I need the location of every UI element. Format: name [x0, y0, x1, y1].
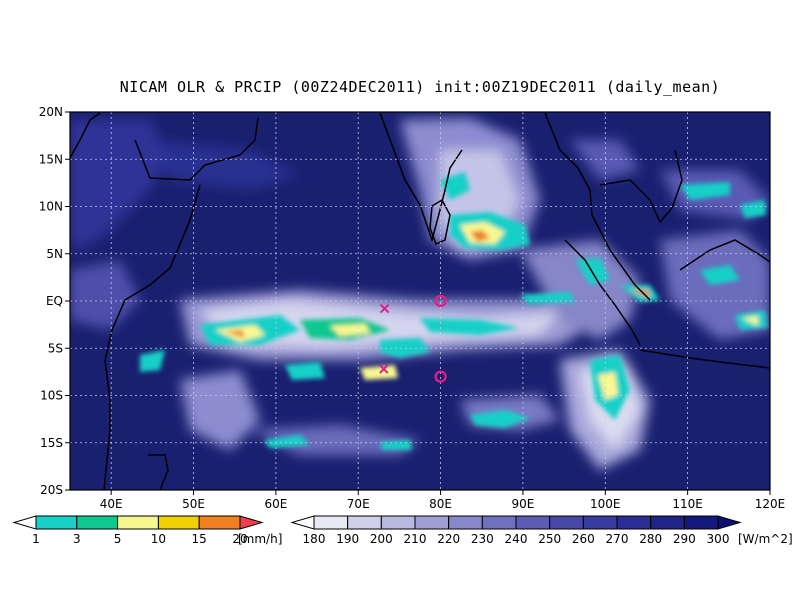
precip-colorbar: 1 3 5 10 15 20[mm/h] [12, 515, 282, 546]
markers [379, 294, 447, 383]
colorbar-label: 20 [232, 532, 247, 546]
coastline-borneo [679, 239, 770, 271]
lat-label: 15N [39, 152, 63, 166]
coastline-india [379, 112, 463, 243]
colorbar-label: 230 [471, 532, 494, 546]
colorbar-label: 240 [505, 532, 528, 546]
lon-label: 40E [100, 497, 123, 511]
circle-marker [434, 370, 447, 383]
coastline-east-africa [103, 184, 201, 490]
lon-label: 70E [347, 497, 370, 511]
lat-label: 10S [40, 389, 63, 403]
colorbar-swatch [414, 515, 450, 530]
coastline-sumatra [564, 239, 641, 346]
lat-label: EQ [46, 294, 63, 308]
colorbar-swatch [448, 515, 483, 530]
x-marker [379, 364, 389, 374]
lat-label: 20S [40, 483, 63, 497]
coastline-madagascar [148, 454, 169, 490]
colorbar-swatch [380, 515, 416, 530]
colorbar-unit: [W/m^2] [738, 532, 793, 546]
colorbar-label: 190 [336, 532, 359, 546]
coastline-oman [134, 117, 259, 181]
coastlines [70, 112, 770, 490]
olr-colorbar: 180 190 200 210 220 230 240 250 260 270 280 290 300 [… [290, 515, 793, 546]
colorbar-label: 1 [32, 532, 40, 546]
colorbar-end-high [239, 515, 264, 530]
lon-label: 120E [755, 497, 786, 511]
lon-axis: 40E 50E 60E 70E 80E 90E 100E 110E 120E [100, 490, 786, 511]
colorbar-end-low [290, 515, 315, 530]
precip-field [140, 172, 768, 450]
colorbar-label: 250 [538, 532, 561, 546]
colorbar-swatch [157, 515, 200, 530]
colorbar-label: 270 [606, 532, 629, 546]
colorbar-label: 210 [404, 532, 427, 546]
coastline-indochina [599, 149, 683, 224]
lat-axis: 20N 15N 10N 5N EQ 5S 10S 15S 20S [39, 105, 70, 497]
colorbar-swatch [683, 515, 719, 530]
colorbar-label: 290 [673, 532, 696, 546]
lon-label: 110E [672, 497, 703, 511]
colorbar-label: 15 [192, 532, 207, 546]
colorbar-label: 220 [437, 532, 460, 546]
colorbar-swatch [650, 515, 685, 530]
colorbar-swatch [313, 515, 349, 530]
lat-label: 5S [48, 341, 63, 355]
colorbar-label: 5 [114, 532, 122, 546]
colorbar-unit: [mm/h] [238, 532, 282, 546]
lon-label: 90E [512, 497, 535, 511]
colorbar-label: 200 [370, 532, 393, 546]
lat-label: 20N [39, 105, 63, 119]
coastline-myanmar-malay [544, 112, 651, 301]
lat-label: 5N [46, 247, 63, 261]
colorbar-swatch [198, 515, 241, 530]
coastline-java [639, 349, 770, 369]
coastline-arabia [70, 112, 101, 159]
colorbar-swatch [549, 515, 584, 530]
colorbar-swatch [582, 515, 618, 530]
lon-label: 60E [264, 497, 287, 511]
circle-marker [434, 294, 447, 308]
gridlines [70, 112, 770, 490]
colorbar-label: 180 [303, 532, 326, 546]
colorbar-end-high [717, 515, 742, 530]
colorbar-swatch [117, 515, 159, 530]
x-marker [379, 303, 390, 314]
lon-label: 100E [590, 497, 621, 511]
colorbar-swatch [616, 515, 652, 530]
colorbar-end-low [12, 515, 37, 530]
lat-label: 10N [39, 200, 63, 214]
coastline-sri-lanka [429, 198, 451, 246]
lon-label: 50E [182, 497, 205, 511]
colorbar-label: 300 [707, 532, 730, 546]
colorbar-swatch [481, 515, 517, 530]
colorbar-label: 280 [639, 532, 662, 546]
map-panel [70, 112, 770, 490]
colorbar-label: 3 [73, 532, 81, 546]
lon-label: 80E [429, 497, 452, 511]
colorbar-swatch [35, 515, 78, 530]
colorbar-label: 10 [151, 532, 166, 546]
colorbar-swatch [76, 515, 119, 530]
map-title: NICAM OLR & PRCIP (00Z24DEC2011) init:00… [119, 78, 721, 96]
colorbar-swatch [515, 515, 551, 530]
colorbar-swatch [347, 515, 382, 530]
colorbar-label: 260 [572, 532, 595, 546]
lat-label: 15S [40, 436, 63, 450]
